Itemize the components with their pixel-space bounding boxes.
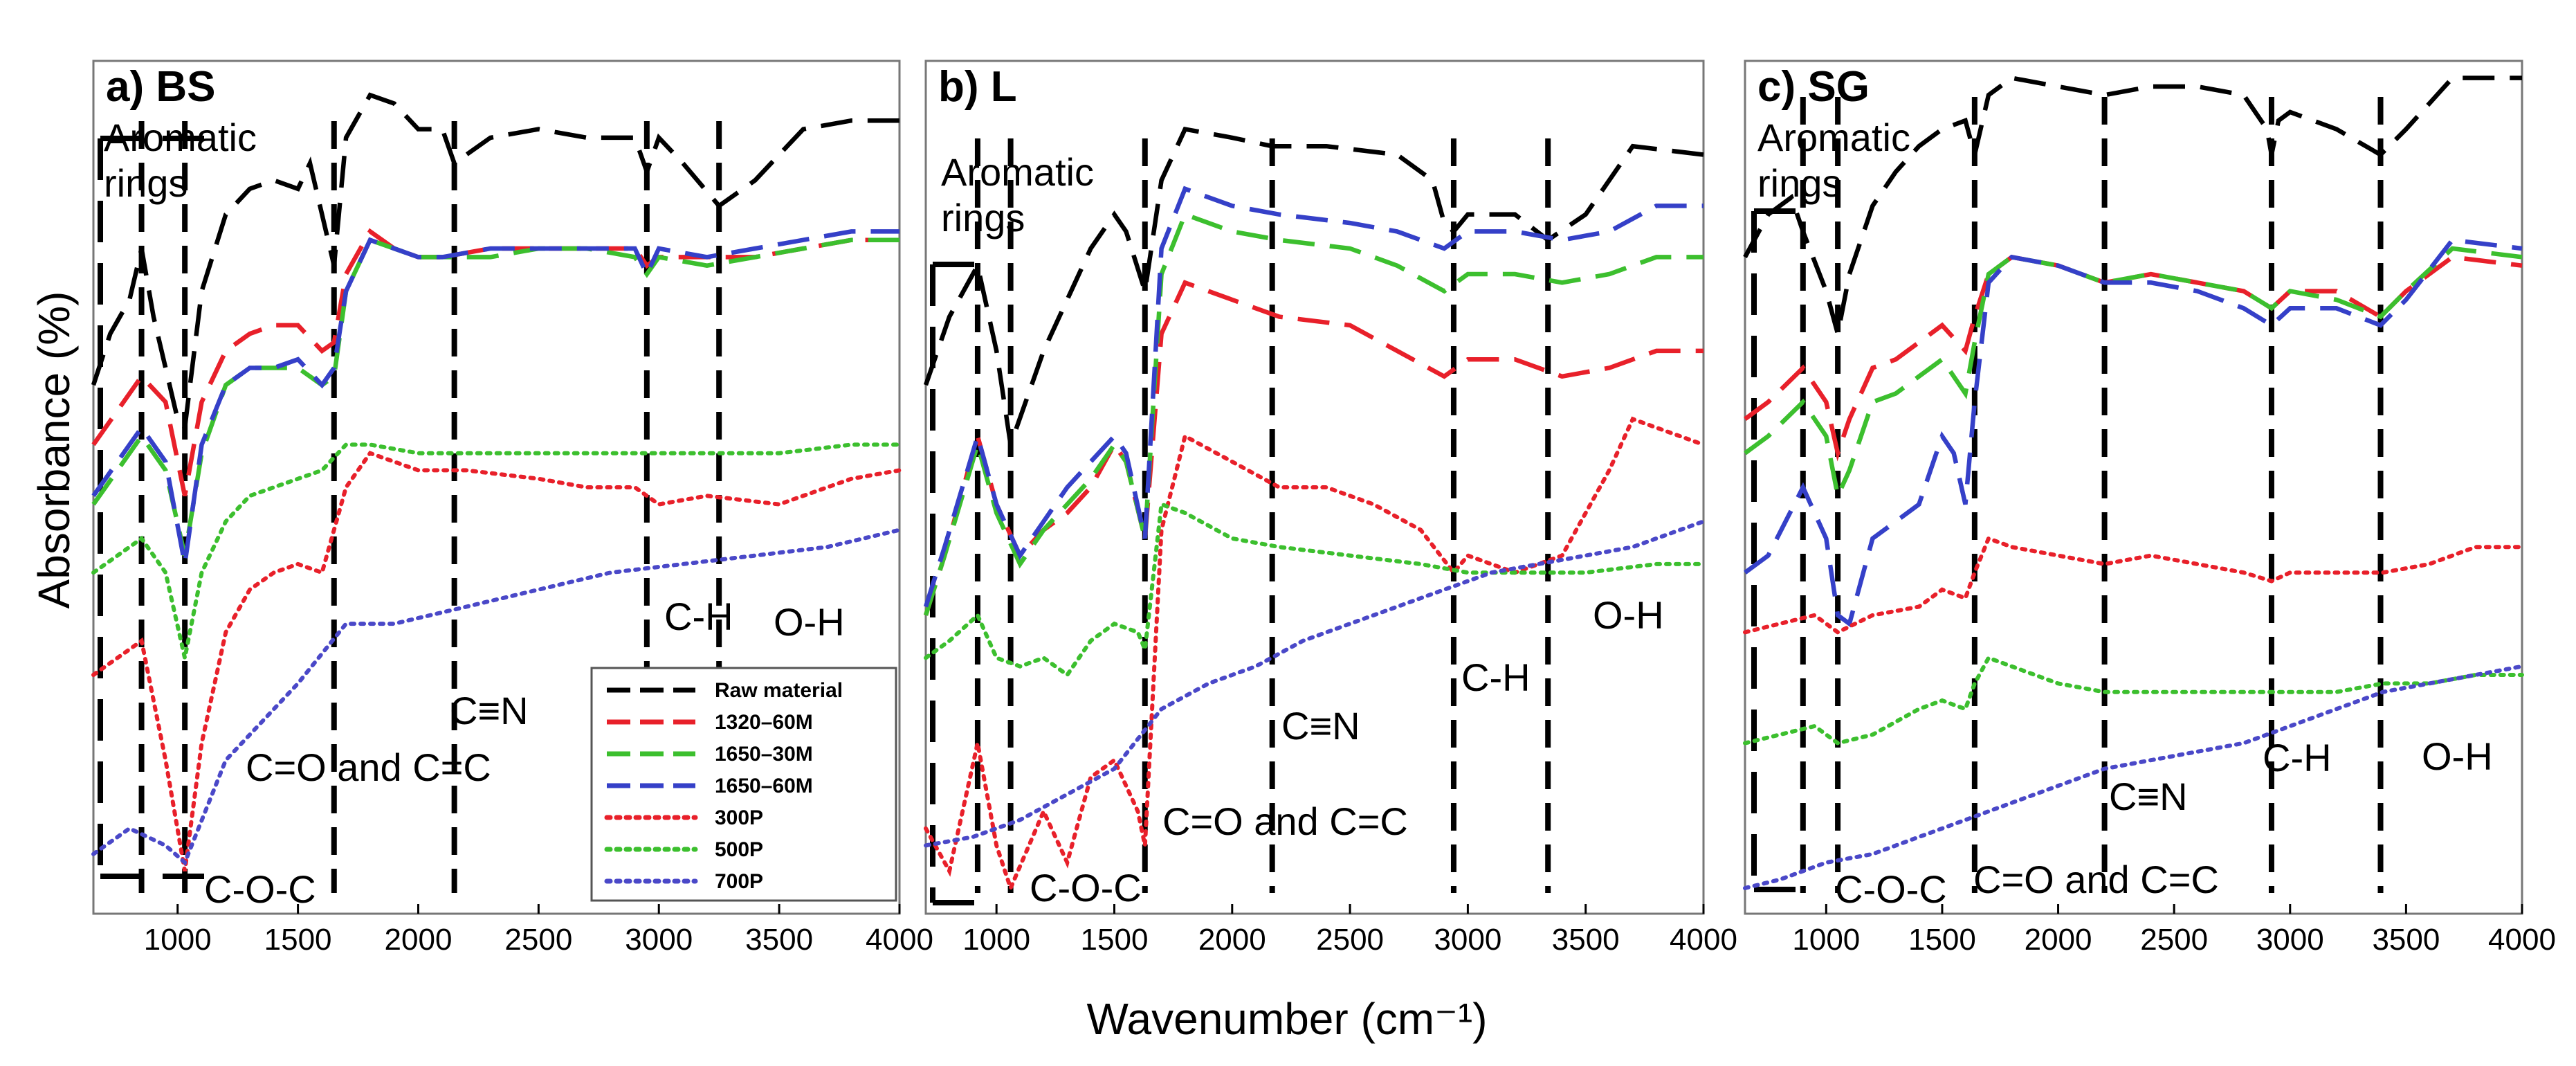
legend-label: Raw material	[715, 679, 843, 702]
annotation: C-O-C	[1030, 866, 1142, 910]
x-tick-label: 1500	[1908, 923, 1976, 957]
x-tick-label: 1000	[962, 923, 1030, 957]
annotation-aromatic-rings: Aromatic rings	[1757, 116, 1910, 205]
annotation-aromatic-rings: Aromatic rings	[104, 116, 257, 205]
annotation: C-O-C	[204, 867, 316, 911]
annotation: C-O-C	[1835, 867, 1947, 911]
panel-title: c) SG	[1757, 63, 1870, 111]
legend: Raw material 1320–60M 1650–30M 1650–60M 300P…	[590, 667, 897, 902]
legend-label: 300P	[715, 806, 763, 829]
panels: a) BS 1000 1500 2000 2500 3000 3500 4000 Aromati…	[91, 60, 2556, 957]
series-300P	[91, 451, 902, 871]
x-tick-label: 3000	[1434, 923, 1501, 957]
annotation: C≡N	[1281, 704, 1360, 748]
x-tick-label: 1000	[1792, 923, 1860, 957]
x-tick-label: 2500	[504, 923, 572, 957]
series-300P	[1743, 536, 2524, 635]
aromatic-region-bracket	[98, 136, 213, 879]
legend-label: 500P	[715, 838, 763, 861]
legend-label: 1650–30M	[715, 743, 813, 766]
series-1320–60M	[91, 228, 899, 496]
series-1650–60M	[923, 186, 1703, 608]
legend-label: 1650–60M	[715, 775, 813, 797]
panel-title: b) L	[938, 63, 1017, 111]
aromatic-region-bracket	[1751, 208, 1807, 892]
x-tick-label: 3000	[625, 923, 693, 957]
series-1320–60M	[1744, 254, 2523, 462]
series-1650–30M	[91, 237, 899, 557]
aromatic-region-bracket	[930, 262, 991, 905]
x-tick-label: 3500	[1552, 923, 1620, 957]
x-tick-label: 1000	[144, 923, 212, 957]
annotation: C-H	[664, 595, 733, 638]
annotation: O-H	[1593, 593, 1664, 637]
x-tick-label: 1500	[1081, 923, 1149, 957]
x-tick-label: 2000	[2025, 923, 2092, 957]
panel-0: a) BS 1000 1500 2000 2500 3000 3500 4000 Aromati…	[91, 60, 933, 957]
x-axis-label: Wavenumber (cm⁻¹)	[1086, 994, 1487, 1044]
series-1650–60M	[91, 229, 899, 565]
series-Raw material	[91, 92, 899, 433]
annotation: C≡N	[450, 689, 529, 732]
legend-label: 700P	[715, 870, 763, 893]
annotation: C-H	[2263, 736, 2332, 779]
series-300P	[924, 416, 1706, 894]
series-Raw material	[1743, 75, 2522, 335]
annotation-aromatic-rings: Aromatic rings	[941, 150, 1094, 240]
series-1320–60M	[923, 280, 1703, 616]
panel-1: b) L 1000 1500 2000 2500 3000 3500 4000 Aromatic…	[923, 60, 1737, 957]
annotation: O-H	[774, 600, 845, 644]
x-tick-label: 1500	[264, 923, 332, 957]
annotation: C=O and C=C	[1162, 800, 1408, 843]
x-tick-label: 3000	[2256, 923, 2324, 957]
plot-frame	[92, 60, 901, 915]
x-tick-label: 2500	[1316, 923, 1384, 957]
x-tick-label: 2500	[2140, 923, 2208, 957]
series-700P	[924, 519, 1706, 848]
series-700P	[1743, 664, 2524, 890]
annotation: C-H	[1461, 656, 1531, 699]
x-tick-label: 4000	[1670, 923, 1737, 957]
series-500P	[91, 442, 902, 659]
series-700P	[91, 527, 902, 867]
series-1650–30M	[923, 211, 1703, 616]
series-1650–60M	[1744, 237, 2523, 628]
plot-frame	[1744, 60, 2523, 915]
x-tick-label: 4000	[2488, 923, 2556, 957]
series-500P	[1743, 655, 2524, 746]
x-tick-label: 3500	[2372, 923, 2440, 957]
x-tick-label: 3500	[745, 923, 813, 957]
x-tick-label: 4000	[866, 923, 933, 957]
annotation: C=O and C=C	[246, 746, 491, 789]
annotation: C=O and C=C	[1973, 858, 2219, 901]
plot-frame	[924, 60, 1705, 915]
panel-2: c) SG 1000 1500 2000 2500 3000 3500 4000 Aromati…	[1743, 60, 2556, 957]
series-Raw material	[923, 126, 1704, 446]
x-tick-label: 2000	[1198, 923, 1266, 957]
x-tick-label: 2000	[385, 923, 453, 957]
y-axis-label: Absorbance (%)	[29, 291, 79, 609]
annotation: O-H	[2422, 734, 2493, 778]
series-1650–30M	[1744, 246, 2523, 503]
annotation: C≡N	[2109, 775, 2188, 818]
legend-label: 1320–60M	[715, 711, 813, 734]
panel-title: a) BS	[106, 63, 215, 111]
